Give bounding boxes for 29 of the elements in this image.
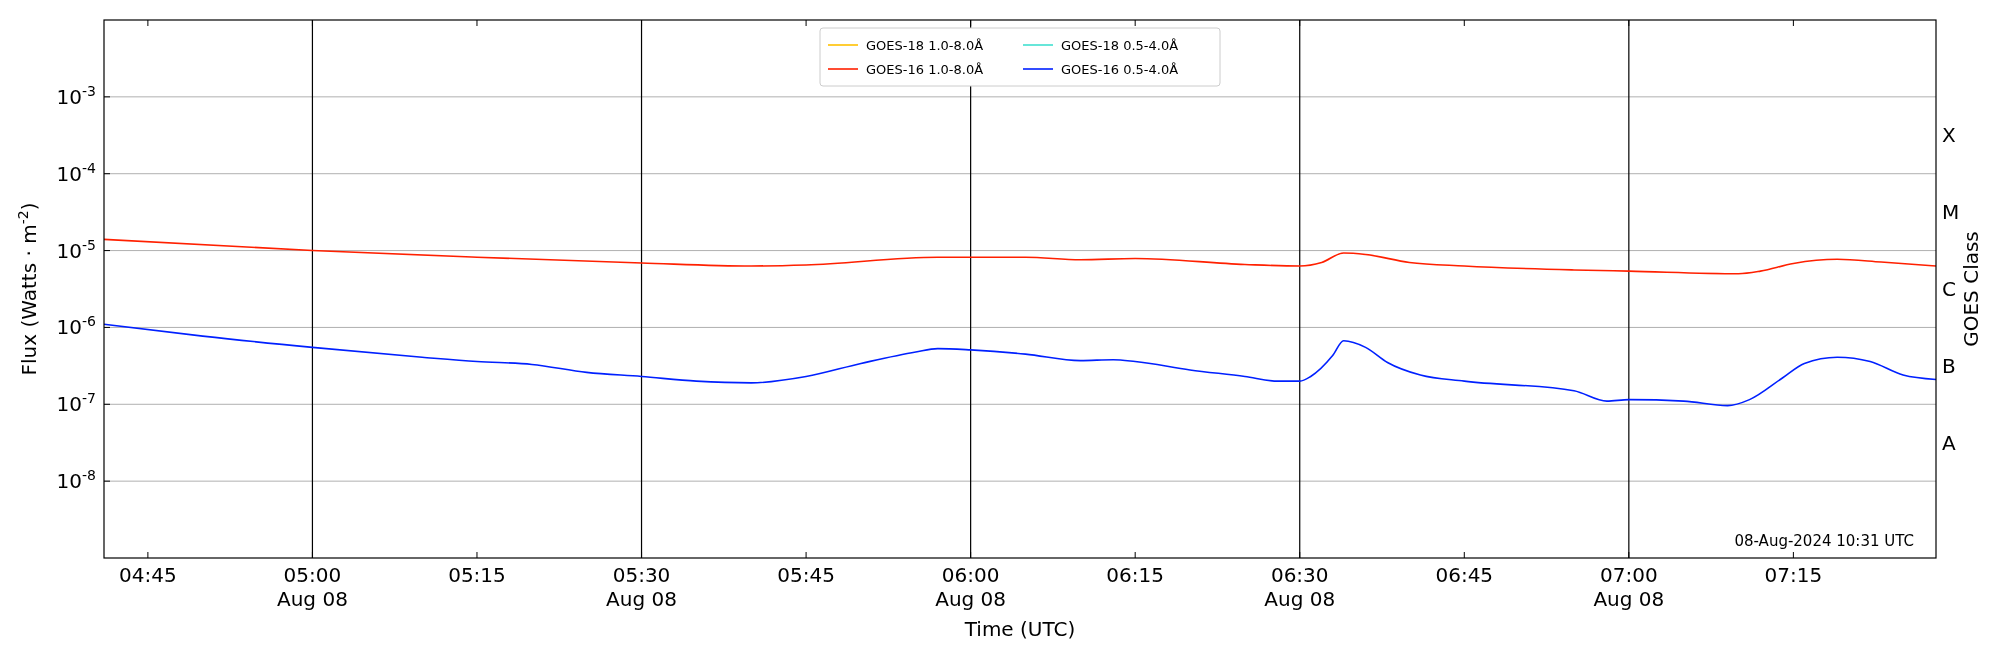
legend-label: GOES-18 0.5-4.0Å [1061, 38, 1179, 53]
x-tick-label: 06:00 Aug 08 [935, 563, 1007, 611]
x-tick-label: 05:30 Aug 08 [606, 563, 677, 611]
category-label: M [1942, 200, 1960, 225]
x-tick-label: 05:00 Aug 08 [277, 563, 348, 611]
x-tick-label: 07:00 Aug 08 [1593, 563, 1665, 611]
y2-axis-title: GOES Class [1959, 231, 1983, 347]
legend-label: GOES-16 1.0-8.0Å [866, 62, 984, 77]
y-tick-label: 10$^{-7}$ [56, 390, 96, 417]
legend-label: GOES-18 1.0-8.0Å [866, 38, 984, 53]
x-tick-label: 04:45 [119, 563, 177, 587]
x-tick-label: 05:45 [777, 563, 835, 587]
annotation: 08-Aug-2024 10:31 UTC [1734, 532, 1914, 550]
category-label: C [1942, 277, 1956, 301]
x-tick-label: 06:45 [1435, 563, 1494, 587]
x-tick-label: 06:30 Aug 08 [1264, 563, 1336, 611]
category-label: A [1942, 430, 1956, 455]
y-tick-label: 10$^{-8}$ [56, 467, 96, 494]
legend-label: GOES-16 0.5-4.0Å [1061, 62, 1179, 77]
x-tick-label: 05:15 [448, 563, 506, 587]
x-tick-label: 07:15 [1764, 563, 1823, 587]
y-tick-label: 10$^{-5}$ [56, 236, 96, 263]
x-axis-title: Time (UTC) [963, 617, 1076, 641]
y-tick-label: 10$^{-4}$ [56, 159, 97, 186]
y-tick-label: 10$^{-6}$ [56, 313, 97, 340]
category-label: X [1942, 123, 1956, 148]
y-tick-label: 10$^{-3}$ [56, 82, 96, 109]
x-tick-label: 06:15 [1106, 563, 1165, 587]
category-label: B [1942, 353, 1956, 378]
